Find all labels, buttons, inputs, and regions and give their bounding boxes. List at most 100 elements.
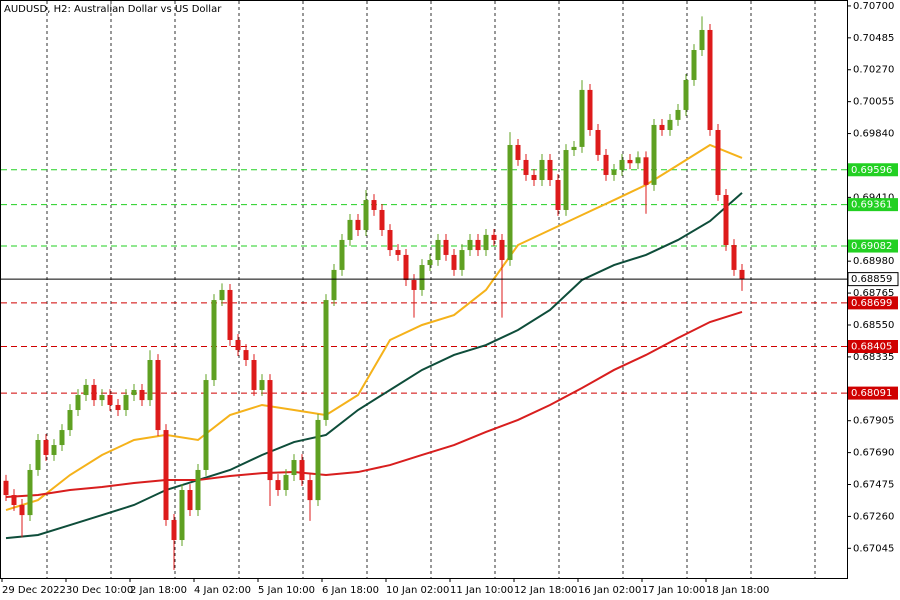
candle-body: [587, 89, 593, 130]
level-label: 0.68699: [851, 298, 892, 309]
candle-body: [299, 460, 305, 481]
x-tick-label: 16 Jan 02:00: [578, 585, 641, 596]
level-label: 0.69361: [851, 200, 892, 211]
candle-body: [451, 254, 457, 270]
x-tick-label: 17 Jan 10:00: [642, 585, 705, 596]
candle-body: [531, 174, 537, 181]
candle-body: [283, 475, 289, 491]
candle-body: [595, 129, 601, 155]
candle-body: [11, 495, 17, 505]
x-tick-label: 10 Jan 02:00: [386, 585, 449, 596]
candle-body: [291, 460, 297, 476]
candle-body: [707, 29, 713, 130]
candle-body: [643, 157, 649, 185]
y-tick-label: 0.69410: [853, 192, 894, 203]
y-tick-label: 0.70270: [853, 65, 894, 76]
y-tick-label: 0.67260: [853, 511, 894, 522]
level-label: 0.69596: [851, 165, 892, 176]
candle-body: [3, 480, 9, 496]
candle-body: [499, 239, 505, 260]
candle-body: [731, 245, 737, 270]
candle-body: [659, 124, 665, 130]
x-tick-label: 12 Jan 18:00: [514, 585, 577, 596]
level-label-box: [848, 296, 898, 310]
candle-body: [259, 380, 265, 390]
candle-body: [395, 250, 401, 255]
candle-body: [699, 29, 705, 51]
candle-body: [379, 209, 385, 231]
candle-body: [715, 129, 721, 195]
candle-body: [59, 430, 65, 446]
candle-body: [563, 150, 569, 210]
last-price-label: 0.68859: [851, 274, 892, 285]
candle-body: [651, 124, 657, 185]
candle-body: [203, 380, 209, 470]
candle-body: [387, 230, 393, 251]
candle-body: [251, 360, 257, 390]
candle-body: [371, 200, 377, 210]
candle-body: [627, 159, 633, 164]
candle-body: [723, 194, 729, 246]
candle-body: [579, 89, 585, 147]
candle-body: [139, 389, 145, 401]
candle-body: [195, 469, 201, 511]
candle-body: [411, 280, 417, 290]
level-label: 0.69082: [851, 241, 892, 252]
y-tick-label: 0.67905: [853, 416, 894, 427]
candle-body: [443, 239, 449, 255]
candle-body: [571, 146, 577, 151]
y-tick-label: 0.68980: [853, 256, 894, 267]
candle-body: [227, 289, 233, 340]
y-tick-label: 0.68335: [853, 352, 894, 363]
y-tick-label: 0.67045: [853, 543, 894, 554]
moving-average: [5, 143, 743, 511]
y-tick-label: 0.69840: [853, 129, 894, 140]
candle-body: [739, 269, 745, 280]
level-label-box: [848, 386, 898, 400]
candle-body: [35, 439, 41, 470]
candle-body: [211, 300, 217, 381]
candle-body: [115, 404, 121, 411]
candle-body: [323, 300, 329, 420]
candle-body: [83, 384, 89, 396]
x-tick-label: 4 Jan 02:00: [194, 585, 251, 596]
candle-body: [667, 119, 673, 130]
candle-body: [675, 109, 681, 120]
candle-body: [555, 180, 561, 210]
level-label: 0.68405: [851, 342, 892, 353]
candle-body: [507, 144, 513, 260]
candle-body: [635, 157, 641, 164]
candle-body: [523, 159, 529, 175]
candle-body: [219, 289, 225, 301]
candle-body: [51, 445, 57, 455]
candle-body: [163, 430, 169, 520]
candle-body: [515, 144, 521, 160]
candle-body: [363, 200, 369, 231]
moving-average: [5, 310, 743, 498]
candle-body: [315, 419, 321, 501]
candle-body: [275, 480, 281, 491]
candle-body: [483, 234, 489, 251]
candle-body: [179, 490, 185, 541]
x-tick-label: 29 Dec 2022: [2, 585, 66, 596]
level-label-box: [848, 239, 898, 253]
candle-body: [123, 395, 129, 411]
candle-body: [267, 380, 273, 481]
chart-title: AUDUSD, H2: Australian Dollar vs US Doll…: [4, 4, 222, 15]
candle-body: [491, 234, 497, 240]
y-tick-label: 0.70055: [853, 97, 894, 108]
candle-body: [603, 154, 609, 175]
candle-body: [107, 395, 113, 405]
y-tick-label: 0.67475: [853, 480, 894, 491]
candle-body: [355, 219, 361, 231]
x-tick-label: 11 Jan 10:00: [450, 585, 513, 596]
level-label-box: [848, 163, 898, 177]
candle-body: [339, 239, 345, 270]
candle-body: [243, 350, 249, 361]
moving-average: [5, 192, 743, 540]
candle-body: [235, 339, 241, 351]
x-tick-label: 6 Jan 18:00: [322, 585, 379, 596]
candle-body: [331, 269, 337, 301]
y-tick-label: 0.67690: [853, 448, 894, 459]
